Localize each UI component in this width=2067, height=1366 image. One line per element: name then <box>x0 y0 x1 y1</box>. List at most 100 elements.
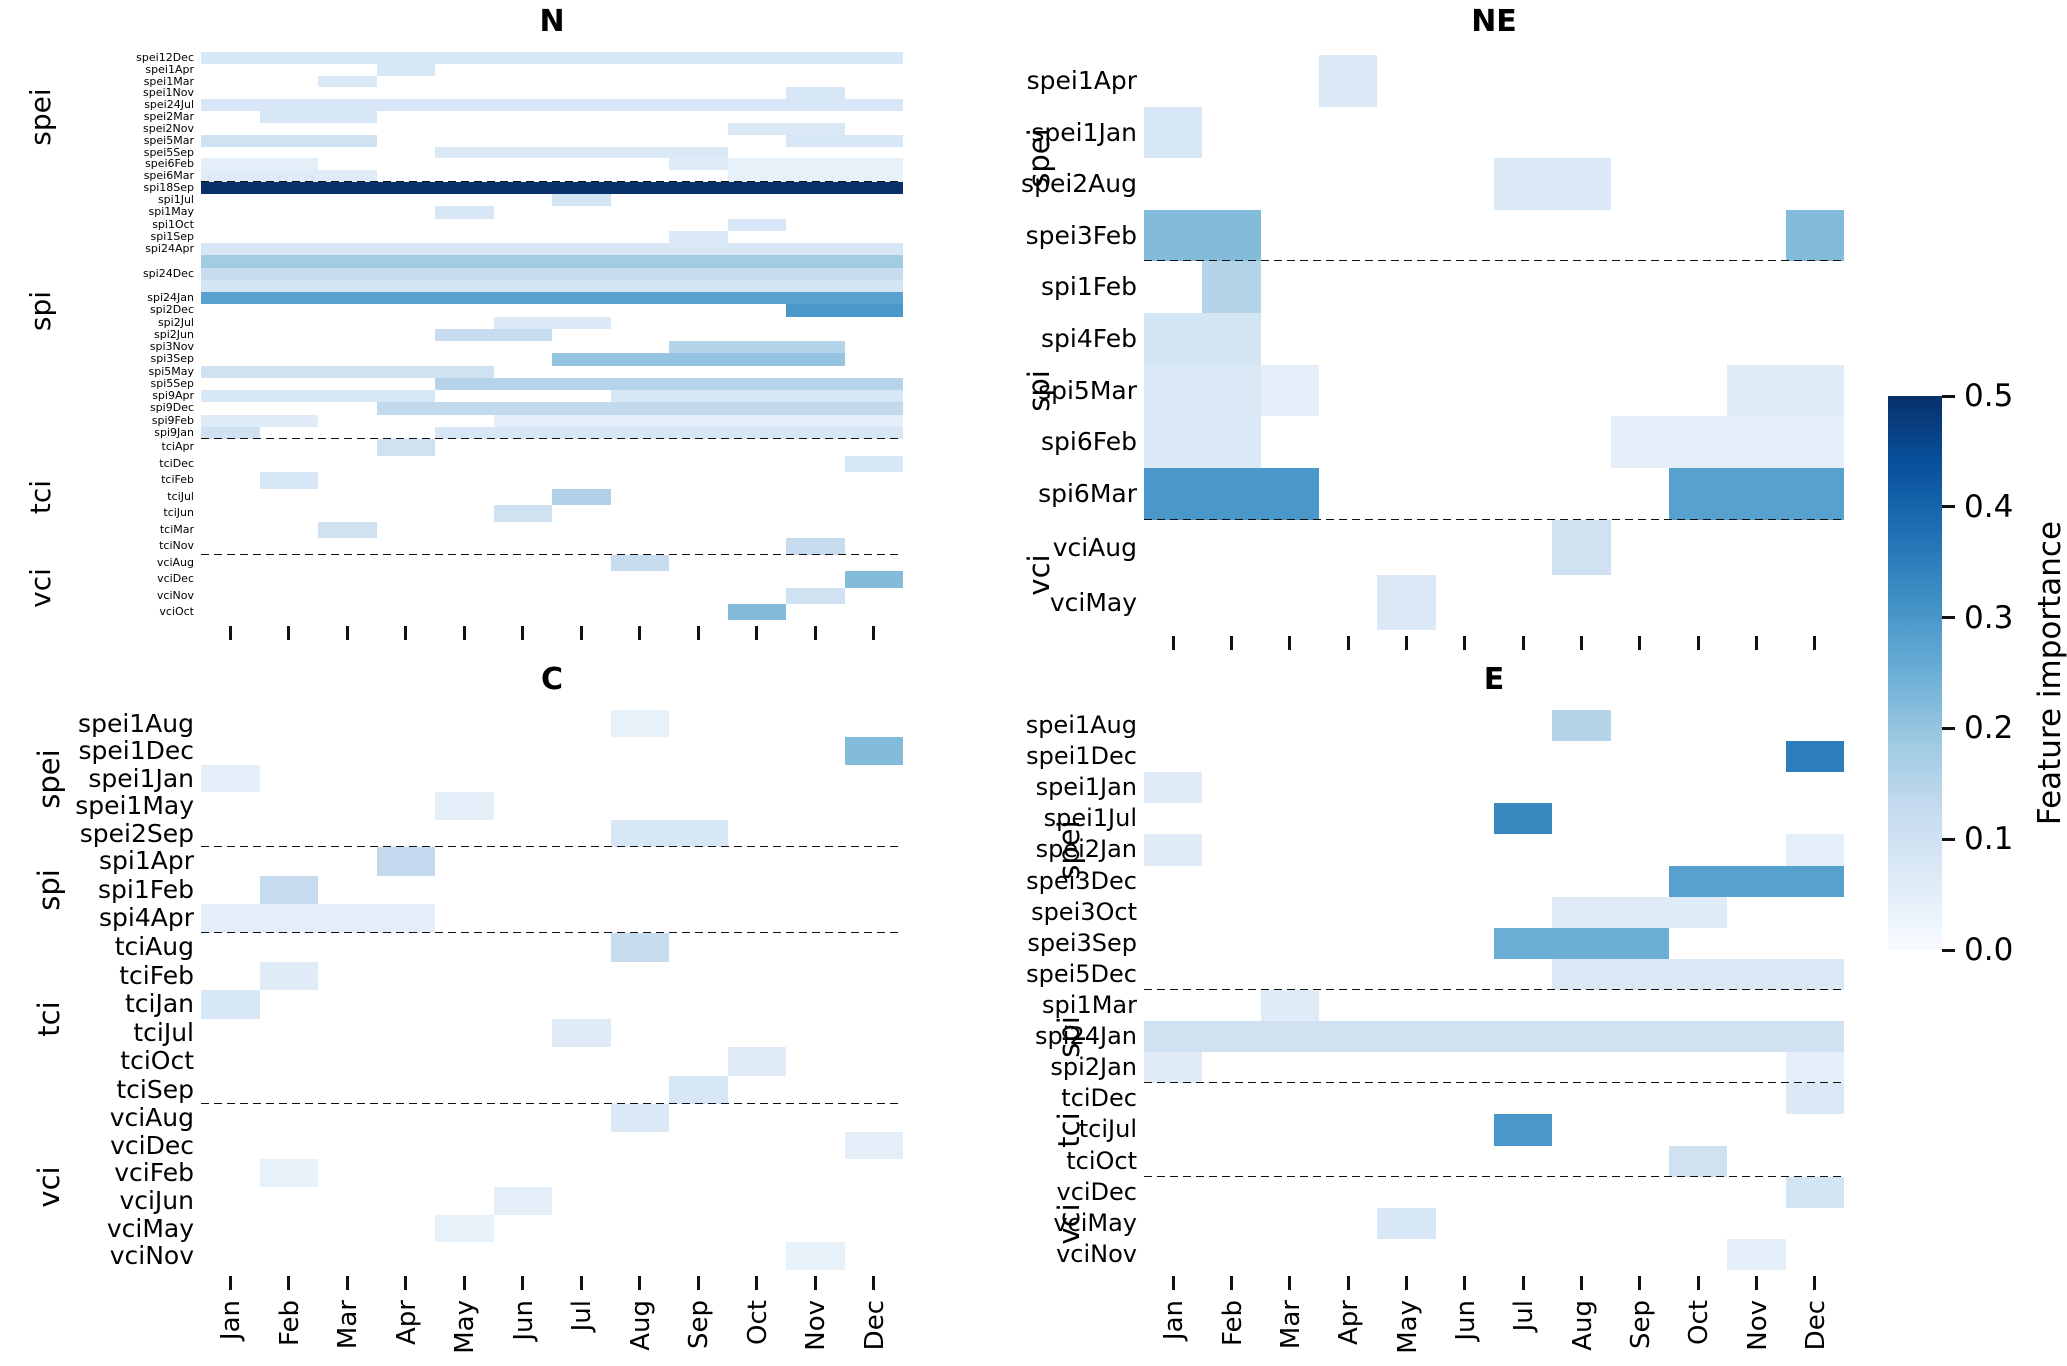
heatmap-row <box>201 390 903 403</box>
heatmap-row <box>201 1131 903 1160</box>
heatmap-cell <box>493 990 552 1019</box>
heatmap-cell <box>1435 468 1494 520</box>
heatmap-cell <box>201 472 260 489</box>
heatmap-cell <box>610 603 669 620</box>
heatmap-row <box>201 328 903 342</box>
heatmap-cell <box>786 455 845 473</box>
heatmap-cell <box>1435 1177 1494 1208</box>
heatmap-cell <box>1785 364 1844 417</box>
heatmap-cell <box>1202 772 1261 804</box>
heatmap-cell <box>786 847 845 876</box>
colorbar-tick <box>1942 837 1955 841</box>
heatmap-cell <box>1610 55 1669 107</box>
heatmap-cell <box>669 279 728 293</box>
heatmap-cell <box>786 255 845 268</box>
heatmap-cell <box>1318 416 1378 469</box>
heatmap-cell <box>435 439 494 456</box>
heatmap-cell <box>552 402 611 415</box>
x-axis-label-feb: Feb <box>1217 1300 1248 1347</box>
heatmap-cell <box>201 292 260 305</box>
heatmap-cell <box>435 505 494 522</box>
heatmap-cell <box>201 111 260 123</box>
heatmap-cell <box>727 316 786 329</box>
row-label: tciJun <box>163 506 194 520</box>
heatmap-cell <box>493 426 552 439</box>
heatmap-cell <box>1144 364 1203 417</box>
heatmap-cell <box>318 571 377 588</box>
heatmap-cell <box>318 170 377 182</box>
heatmap-cell <box>1610 710 1669 742</box>
heatmap-cell <box>259 267 318 280</box>
heatmap-cell <box>1610 416 1669 469</box>
heatmap-cell <box>669 710 728 738</box>
heatmap-cell <box>552 1047 611 1076</box>
heatmap-row <box>201 316 903 329</box>
heatmap-cell <box>1668 364 1728 417</box>
row-label: spei5Mar <box>143 133 194 147</box>
heatmap-cell <box>786 99 845 112</box>
heatmap-cell <box>1610 261 1669 313</box>
heatmap-cell <box>1610 364 1669 417</box>
heatmap-cell <box>1260 865 1319 897</box>
heatmap-cell <box>786 961 845 990</box>
heatmap-cell <box>1377 1114 1436 1146</box>
heatmap-cell <box>1552 1052 1611 1083</box>
heatmap-cell <box>1260 468 1319 520</box>
heatmap-cell <box>727 292 786 305</box>
heatmap-cell <box>493 304 552 317</box>
heatmap-cell <box>669 134 728 147</box>
heatmap-cell <box>1552 261 1611 313</box>
heatmap-cell <box>669 182 728 195</box>
heatmap-cell <box>786 134 845 147</box>
colorbar-label: Feature importance <box>2032 520 2067 826</box>
heatmap-cell <box>493 603 552 620</box>
heatmap-cell <box>259 365 318 378</box>
heatmap-cell <box>1202 468 1261 520</box>
heatmap-cell <box>259 1047 318 1076</box>
row-label: tciApr <box>161 440 194 453</box>
heatmap-cell <box>1318 312 1378 365</box>
heatmap-cell <box>1435 416 1494 469</box>
heatmap-cell <box>610 75 669 88</box>
heatmap-cell <box>1202 990 1261 1021</box>
heatmap-cell <box>376 52 435 64</box>
heatmap-cell <box>435 255 494 268</box>
heatmap-cell <box>376 194 435 207</box>
heatmap-cell <box>669 1104 728 1132</box>
x-axis-tick <box>521 1276 525 1290</box>
heatmap-cell <box>844 304 903 317</box>
heatmap-cell <box>669 961 728 990</box>
heatmap-cell <box>727 819 786 847</box>
heatmap-cell <box>669 206 728 219</box>
heatmap-cell <box>201 555 260 572</box>
heatmap-cell <box>259 206 318 219</box>
heatmap-cell <box>1377 741 1436 773</box>
heatmap-cell <box>786 122 845 135</box>
x-axis-tick <box>1813 636 1817 650</box>
x-axis-label-apr: Apr <box>391 1300 422 1345</box>
heatmap-cell <box>610 390 669 403</box>
heatmap-row <box>201 455 903 473</box>
heatmap-cell <box>201 87 260 100</box>
heatmap-cell <box>1493 312 1553 365</box>
heatmap-cell <box>1610 927 1669 959</box>
heatmap-cell <box>1552 741 1611 773</box>
heatmap-cell <box>1493 865 1553 897</box>
heatmap-cell <box>1318 106 1378 158</box>
heatmap-cell <box>1668 834 1728 866</box>
row-label: spi6Feb <box>1040 427 1137 457</box>
heatmap-cell <box>669 111 728 123</box>
heatmap-cell <box>552 230 611 244</box>
heatmap-cell <box>1202 575 1261 630</box>
heatmap-cell <box>610 488 669 506</box>
heatmap-cell <box>435 304 494 317</box>
heatmap-cell <box>1785 1083 1844 1115</box>
heatmap-cell <box>1260 834 1319 866</box>
heatmap-cell <box>610 304 669 317</box>
x-axis-label-may: May <box>1392 1300 1423 1354</box>
heatmap-cell <box>201 990 260 1019</box>
heatmap-cell <box>1668 803 1728 835</box>
heatmap-cell <box>669 904 728 933</box>
heatmap-cell <box>259 194 318 207</box>
heatmap-cell <box>669 1018 728 1047</box>
